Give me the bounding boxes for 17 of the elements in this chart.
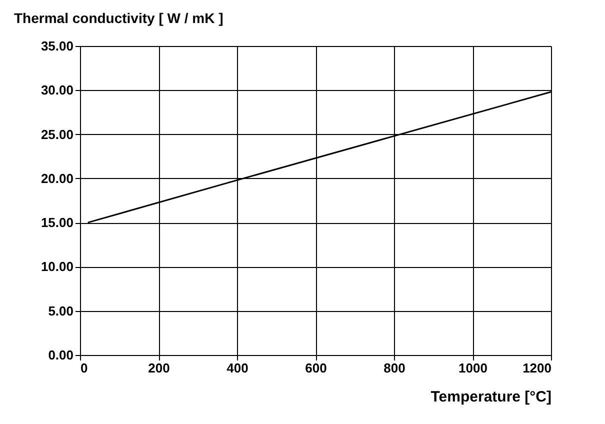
y-tick-label: 10.00 — [40, 259, 74, 274]
x-tick-label: 200 — [148, 360, 170, 376]
x-tick-label: 600 — [305, 360, 327, 376]
y-tick-label: 5.00 — [48, 303, 74, 318]
y-tick-label: 30.00 — [40, 82, 74, 98]
y-axis-title: Thermal conductivity [ W / mK ] — [14, 10, 224, 26]
x-tick-label: 1000 — [458, 360, 488, 376]
y-tick-label: 0.00 — [48, 348, 74, 362]
y-tick-label: 15.00 — [40, 215, 74, 230]
x-tick-label: 0 — [80, 360, 88, 376]
x-tick-label: 800 — [384, 360, 406, 376]
y-tick-label: 35.00 — [40, 38, 74, 54]
y-tick-label: 20.00 — [40, 170, 74, 186]
x-axis-title: Temperature [°C] — [430, 388, 552, 406]
x-tick-label: 1200 — [522, 360, 552, 376]
x-tick-label: 400 — [226, 360, 248, 376]
y-tick-label: 25.00 — [40, 126, 74, 142]
